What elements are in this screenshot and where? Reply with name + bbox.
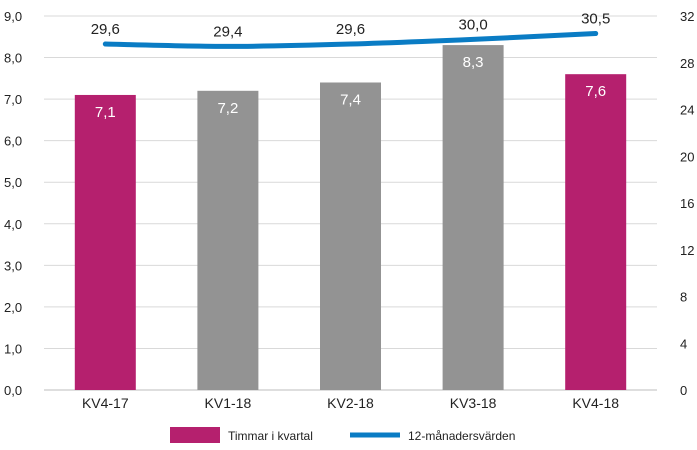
line-value-label: 29,6: [336, 21, 365, 38]
legend-swatch-bars: [170, 427, 220, 443]
bar: [197, 90, 259, 391]
left-tick-label: 1,0: [4, 341, 22, 356]
right-axis-ticks: 0 4 8 12 16 20 24 28 32: [680, 9, 694, 398]
line-value-labels: 29,6 29,4 29,6 30,0 30,5: [91, 11, 611, 41]
line-value-label: 29,4: [213, 23, 242, 40]
left-tick-label: 6,0: [4, 134, 22, 149]
bar: [74, 94, 136, 390]
legend-label-line: 12-månadersvärden: [408, 429, 515, 443]
bar-value-label: 8,3: [463, 54, 484, 71]
left-tick-label: 8,0: [4, 51, 22, 66]
right-tick-label: 20: [680, 149, 694, 164]
right-tick-label: 24: [680, 103, 694, 118]
series-line: [102, 31, 599, 49]
line-value-label: 30,5: [581, 11, 610, 28]
right-tick-label: 4: [680, 336, 687, 351]
category-label: KV1-18: [205, 395, 252, 411]
bar-value-label: 7,6: [585, 83, 606, 100]
legend-label-bars: Timmar i kvartal: [228, 429, 313, 443]
right-tick-label: 28: [680, 56, 694, 71]
left-tick-label: 4,0: [4, 217, 22, 232]
category-labels: KV4-17 KV1-18 KV2-18 KV3-18 KV4-18: [82, 395, 619, 411]
left-tick-label: 3,0: [4, 258, 22, 273]
right-tick-label: 32: [680, 9, 694, 24]
right-tick-label: 0: [680, 383, 687, 398]
left-tick-label: 2,0: [4, 300, 22, 315]
line-series: [102, 31, 599, 49]
right-tick-label: 12: [680, 243, 694, 258]
left-axis-ticks: 0,0 1,0 2,0 3,0 4,0 5,0 6,0 7,0 8,0 9,0: [4, 9, 22, 398]
right-tick-label: 8: [680, 290, 687, 305]
bars: [74, 45, 627, 391]
bar-value-labels: 7,1 7,2 7,4 8,3 7,6: [95, 54, 606, 121]
legend: Timmar i kvartal 12-månadersvärden: [170, 427, 515, 443]
bar-value-label: 7,2: [217, 100, 238, 117]
category-label: KV4-18: [572, 395, 619, 411]
bar: [442, 45, 504, 390]
bar: [565, 74, 627, 390]
bar: [320, 82, 381, 390]
right-tick-label: 16: [680, 196, 694, 211]
category-label: KV4-17: [82, 395, 129, 411]
line-value-label: 29,6: [91, 21, 120, 38]
bar-value-label: 7,4: [340, 91, 361, 108]
left-tick-label: 7,0: [4, 92, 22, 107]
left-tick-label: 5,0: [4, 175, 22, 190]
line-value-label: 30,0: [458, 16, 487, 33]
category-label: KV3-18: [450, 395, 497, 411]
category-label: KV2-18: [327, 395, 374, 411]
left-tick-label: 0,0: [4, 383, 22, 398]
bar-value-label: 7,1: [95, 104, 116, 121]
left-tick-label: 9,0: [4, 9, 22, 24]
